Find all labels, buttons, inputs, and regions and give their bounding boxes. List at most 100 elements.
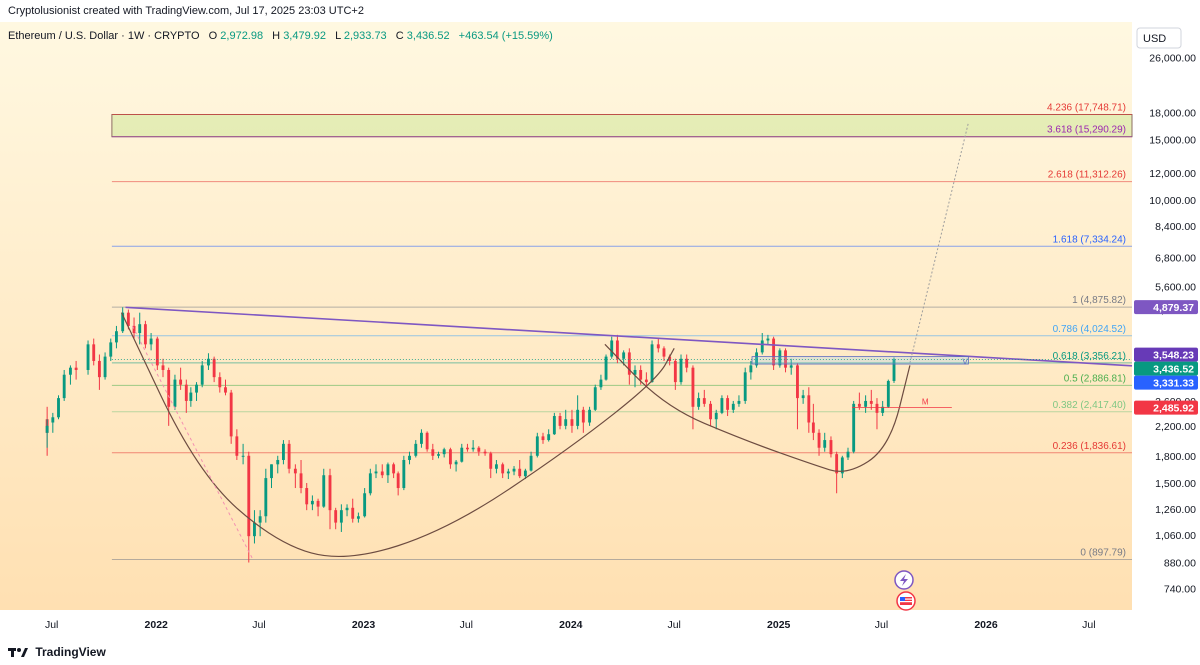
candle-34[interactable] — [241, 443, 245, 465]
candle-11[interactable] — [109, 338, 113, 361]
candle-17[interactable] — [143, 320, 147, 349]
cup-curve-small[interactable] — [604, 343, 911, 472]
candle-71[interactable] — [454, 459, 458, 472]
candle-75[interactable] — [477, 446, 481, 456]
target-zone[interactable] — [111, 113, 1133, 138]
currency-button[interactable]: USD — [1136, 27, 1182, 49]
candle-51[interactable] — [339, 504, 343, 532]
candle-18[interactable] — [149, 333, 153, 351]
candle-29[interactable] — [212, 356, 216, 383]
candle-146[interactable] — [886, 379, 890, 408]
candle-54[interactable] — [356, 512, 360, 523]
candle-116[interactable] — [714, 409, 718, 430]
candle-67[interactable] — [431, 443, 435, 460]
candle-19[interactable] — [155, 336, 159, 370]
candle-96[interactable] — [599, 374, 603, 390]
candle-6[interactable] — [74, 360, 78, 380]
candle-12[interactable] — [115, 325, 118, 349]
candle-119[interactable] — [731, 400, 735, 413]
resistance-trendline[interactable] — [125, 306, 1133, 367]
candle-69[interactable] — [442, 447, 446, 458]
candle-118[interactable] — [726, 395, 730, 417]
candle-123[interactable] — [755, 348, 758, 368]
candle-38[interactable] — [264, 468, 268, 523]
projection-line[interactable] — [909, 122, 969, 363]
candle-1[interactable] — [45, 419, 49, 448]
candle-59[interactable] — [386, 462, 390, 483]
candle-27[interactable] — [200, 360, 204, 388]
candle-129[interactable] — [789, 358, 793, 375]
candle-16[interactable] — [138, 312, 142, 345]
candle-35[interactable] — [247, 451, 251, 563]
candle-114[interactable] — [702, 389, 706, 407]
candle-20[interactable] — [161, 358, 165, 378]
candle-128[interactable] — [784, 348, 787, 373]
candle-50[interactable] — [334, 507, 338, 530]
candle-52[interactable] — [345, 504, 349, 517]
candle-41[interactable] — [281, 440, 285, 465]
candle-62[interactable] — [402, 455, 406, 491]
candle-117[interactable] — [720, 395, 724, 415]
candle-22[interactable] — [173, 374, 177, 410]
candle-127[interactable] — [778, 348, 782, 368]
candle-10[interactable] — [103, 352, 107, 380]
candle-83[interactable] — [523, 468, 527, 480]
candle-145[interactable] — [881, 400, 885, 417]
candle-90[interactable] — [564, 409, 568, 430]
candle-143[interactable] — [869, 389, 873, 410]
candle-92[interactable] — [576, 395, 580, 430]
candle-28[interactable] — [207, 353, 210, 370]
us-flag-icon[interactable] — [896, 591, 916, 611]
cup-curve-large[interactable] — [121, 312, 675, 558]
candle-79[interactable] — [501, 462, 505, 479]
candle-82[interactable] — [518, 459, 522, 479]
candle-63[interactable] — [408, 451, 411, 465]
candle-95[interactable] — [593, 384, 597, 412]
candle-5[interactable] — [68, 365, 72, 385]
candle-125[interactable] — [766, 334, 770, 345]
candle-113[interactable] — [697, 392, 701, 410]
candle-140[interactable] — [852, 400, 856, 454]
candle-55[interactable] — [363, 488, 367, 518]
candle-25[interactable] — [189, 387, 193, 407]
candle-147[interactable] — [892, 357, 896, 383]
candle-99[interactable] — [615, 334, 619, 364]
candle-130[interactable] — [796, 363, 799, 430]
candle-42[interactable] — [287, 440, 291, 474]
candle-43[interactable] — [293, 464, 297, 489]
candle-72[interactable] — [460, 443, 464, 463]
candle-98[interactable] — [610, 336, 614, 359]
price-tag-0[interactable]: 4,879.37 — [1134, 300, 1198, 315]
candle-132[interactable] — [807, 387, 811, 433]
candle-66[interactable] — [425, 431, 429, 452]
candle-121[interactable] — [743, 367, 747, 404]
candle-105[interactable] — [650, 340, 654, 383]
candle-88[interactable] — [552, 412, 556, 435]
candle-31[interactable] — [224, 379, 227, 396]
candle-137[interactable] — [835, 451, 839, 494]
candle-134[interactable] — [817, 429, 821, 456]
candle-58[interactable] — [380, 464, 384, 479]
candle-53[interactable] — [351, 498, 355, 523]
candle-61[interactable] — [396, 471, 400, 496]
candle-78[interactable] — [494, 459, 498, 474]
candle-86[interactable] — [541, 432, 545, 444]
candle-37[interactable] — [258, 510, 262, 537]
candle-2[interactable] — [51, 412, 55, 433]
candle-115[interactable] — [709, 400, 712, 426]
candle-64[interactable] — [414, 440, 418, 458]
candle-56[interactable] — [368, 468, 372, 496]
candle-110[interactable] — [679, 354, 683, 385]
candle-36[interactable] — [253, 510, 256, 544]
candle-94[interactable] — [588, 406, 592, 426]
candle-131[interactable] — [801, 389, 805, 404]
candle-7[interactable] — [86, 340, 90, 375]
candle-97[interactable] — [604, 354, 608, 381]
candle-120[interactable] — [737, 395, 741, 407]
chart-area[interactable]: 4.236 (17,748.71) 3.618 (15,290.29) 2.618 … — [0, 22, 1200, 638]
candle-65[interactable] — [420, 429, 423, 448]
price-tag-1[interactable]: 3,548.23 — [1134, 347, 1198, 362]
candle-4[interactable] — [62, 369, 66, 401]
candle-133[interactable] — [811, 403, 815, 441]
candle-122[interactable] — [749, 360, 753, 380]
